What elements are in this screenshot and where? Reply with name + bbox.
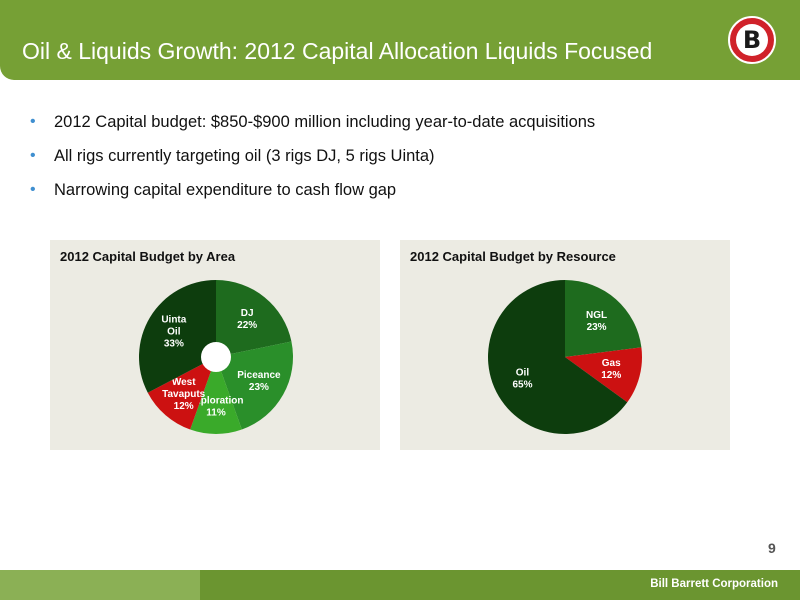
bullet-text: 2012 Capital budget: $850-$900 million i… [54,113,596,131]
slide-header: Oil & Liquids Growth: 2012 Capital Alloc… [0,0,800,80]
bullet-text: Narrowing capital expenditure to cash fl… [54,181,397,199]
footer-left-band [0,570,200,600]
slice-label: DJ 22% [237,308,257,331]
bullet-text: All rigs currently targeting oil (3 rigs… [54,147,435,165]
pie-slice-west-tavaputs [147,357,216,430]
chart-title-area: 2012 Capital Budget by Area [60,249,236,264]
bullet-dot-icon: • [30,181,36,198]
chart-panel-area: 2012 Capital Budget by Area DJ 22% Piceanc… [50,240,380,450]
bullet-dot-icon: • [30,113,36,130]
bullet-item: • All rigs currently targeting oil (3 rig… [30,146,595,180]
slice-label: Uinta Oil 33% [161,314,186,349]
slice-label: Exploration 11% [188,395,243,418]
slide-title: Oil & Liquids Growth: 2012 Capital Alloc… [22,38,653,64]
logo-inner-circle: B [736,24,768,56]
slice-label: West Tavaputs 12% [162,377,206,412]
bullet-list: • 2012 Capital budget: $850-$900 million … [30,112,595,214]
pie-slice-exploration [190,357,242,434]
pie-slice-oil [488,280,628,434]
footer-company-name: Bill Barrett Corporation [650,578,778,590]
pie-slice-piceance [216,341,293,430]
pie-slice-gas [565,347,642,403]
pie-chart-area: DJ 22% Piceance 23%Exploration 11%West Tavapu… [138,280,293,434]
bullet-item: • Narrowing capital expenditure to cash f… [30,180,595,214]
company-logo: B [728,16,776,64]
slice-label: Piceance 23% [237,370,281,393]
bullet-dot-icon: • [30,147,36,164]
bullet-item: • 2012 Capital budget: $850-$900 million … [30,112,595,146]
pie-chart-resource: NGL 23% Gas 12% Oil 65% [488,280,642,434]
slice-label: NGL 23% [586,310,607,333]
pie-slice-uinta-oil [138,280,216,393]
chart-panel-resource: 2012 Capital Budget by Resource NGL 23% Ga… [400,240,730,450]
chart-title-resource: 2012 Capital Budget by Resource [410,249,616,264]
donut-hole [201,342,231,372]
page-number: 9 [768,540,776,556]
footer-right-band: Bill Barrett Corporation [200,570,800,600]
slice-label: Gas 12% [601,358,621,381]
slice-label: Oil 65% [512,368,532,391]
logo-letter: B [742,26,762,54]
pie-slice-dj [216,280,292,357]
pie-slice-ngl [565,280,642,357]
